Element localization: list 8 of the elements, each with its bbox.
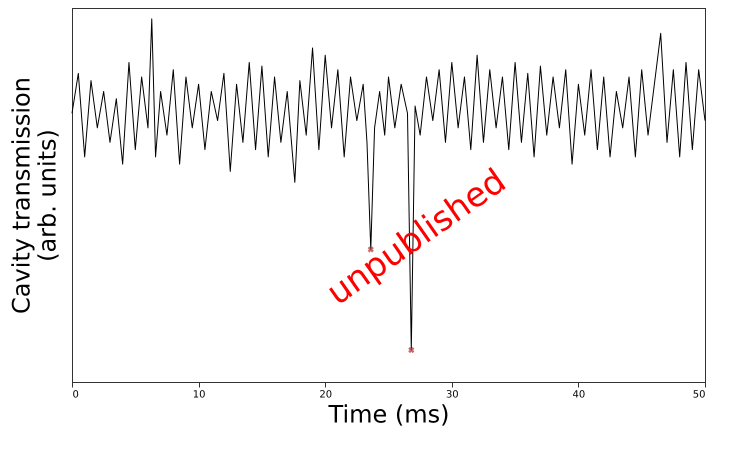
x-tick-label: 40	[572, 390, 586, 400]
x-tick-label: 30	[446, 390, 459, 400]
x-tick-label: 20	[319, 390, 332, 400]
x-tick-label: 50	[692, 390, 706, 400]
y-axis-title: Cavity transmission (arb. units)	[8, 77, 62, 314]
x-axis-title: Time (ms)	[328, 400, 450, 428]
x-tick-label: 0	[72, 390, 79, 400]
x-tick-label: 10	[192, 390, 206, 400]
